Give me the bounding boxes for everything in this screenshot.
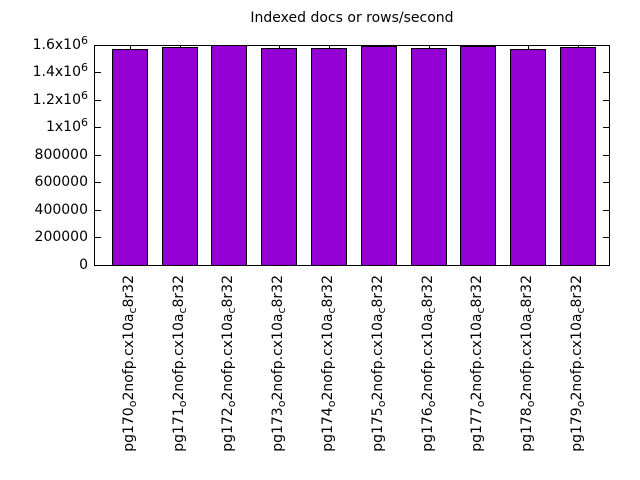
y-tick-label: 1.6x106 [32,34,88,53]
x-label-subscript: o [524,400,537,408]
y-tick-mark [603,265,609,266]
x-label-subscript: o [225,400,238,408]
x-label-subscript: c [574,307,587,314]
x-label-subscript: c [425,307,438,314]
y-tick-label: 400000 [34,202,88,218]
bar [411,48,447,265]
y-tick-label: 600000 [34,174,88,190]
bar [211,45,247,265]
y-tick-mark [603,127,609,128]
x-label-subscript: c [325,307,338,314]
x-label-subscript: o [574,400,587,408]
y-tick-mark [603,72,609,73]
x-axis-label-text: pg173o2nofp.cx10ac8r32 [270,275,288,452]
y-tick-mark [95,210,101,211]
y-tick-label: 0 [79,257,88,273]
bar [261,48,297,265]
y-tick-exponent: 6 [81,89,88,102]
x-label-subscript: o [375,400,388,408]
x-axis-label-text: pg178o2nofp.cx10ac8r32 [519,275,537,452]
x-label-subscript: o [275,400,288,408]
x-label-subscript: c [225,307,238,314]
bar [460,46,496,265]
y-tick-label: 1.4x106 [32,61,88,80]
bar [560,47,596,265]
x-axis-label-text: pg174o2nofp.cx10ac8r32 [320,275,338,452]
x-label-subscript: c [176,307,189,314]
bar [162,47,198,265]
y-tick-mark [95,72,101,73]
y-tick-mark [603,210,609,211]
chart-title: Indexed docs or rows/second [250,10,454,26]
x-label-subscript: c [375,307,388,314]
bar [311,48,347,265]
y-tick-exponent: 6 [81,61,88,74]
x-axis-label-text: pg176o2nofp.cx10ac8r32 [420,275,438,452]
y-tick-mark [95,182,101,183]
x-label-subscript: c [126,307,139,314]
bar [510,49,546,265]
x-label-subscript: o [126,400,139,408]
y-tick-mark [603,237,609,238]
y-tick-mark [95,45,101,46]
y-tick-exponent: 6 [81,34,88,47]
x-label-subscript: c [275,307,288,314]
y-tick-label: 1.2x106 [32,89,88,108]
x-label-subscript: o [325,400,338,408]
x-label-subscript: o [474,400,487,408]
bar [112,49,148,265]
bar [361,46,397,265]
y-tick-exponent: 6 [81,116,88,129]
y-tick-mark [95,237,101,238]
y-tick-label: 200000 [34,229,88,245]
y-tick-mark [95,265,101,266]
x-axis-label-text: pg172o2nofp.cx10ac8r32 [220,275,238,452]
y-tick-mark [603,182,609,183]
y-tick-mark [603,45,609,46]
x-label-subscript: c [524,307,537,314]
x-axis-label-text: pg175o2nofp.cx10ac8r32 [370,275,388,452]
y-tick-mark [95,155,101,156]
y-tick-mark [603,100,609,101]
x-axis-label-text: pg170o2nofp.cx10ac8r32 [121,275,139,452]
x-axis-label-text: pg177o2nofp.cx10ac8r32 [469,275,487,452]
y-tick-mark [603,155,609,156]
y-tick-label: 800000 [34,147,88,163]
y-tick-mark [95,100,101,101]
y-tick-label: 1x106 [45,116,88,135]
x-axis-label-text: pg171o2nofp.cx10ac8r32 [171,275,189,452]
x-label-subscript: o [425,400,438,408]
x-label-subscript: o [176,400,189,408]
x-axis-label-text: pg179o2nofp.cx10ac8r32 [569,275,587,452]
y-tick-mark [95,127,101,128]
x-label-subscript: c [474,307,487,314]
